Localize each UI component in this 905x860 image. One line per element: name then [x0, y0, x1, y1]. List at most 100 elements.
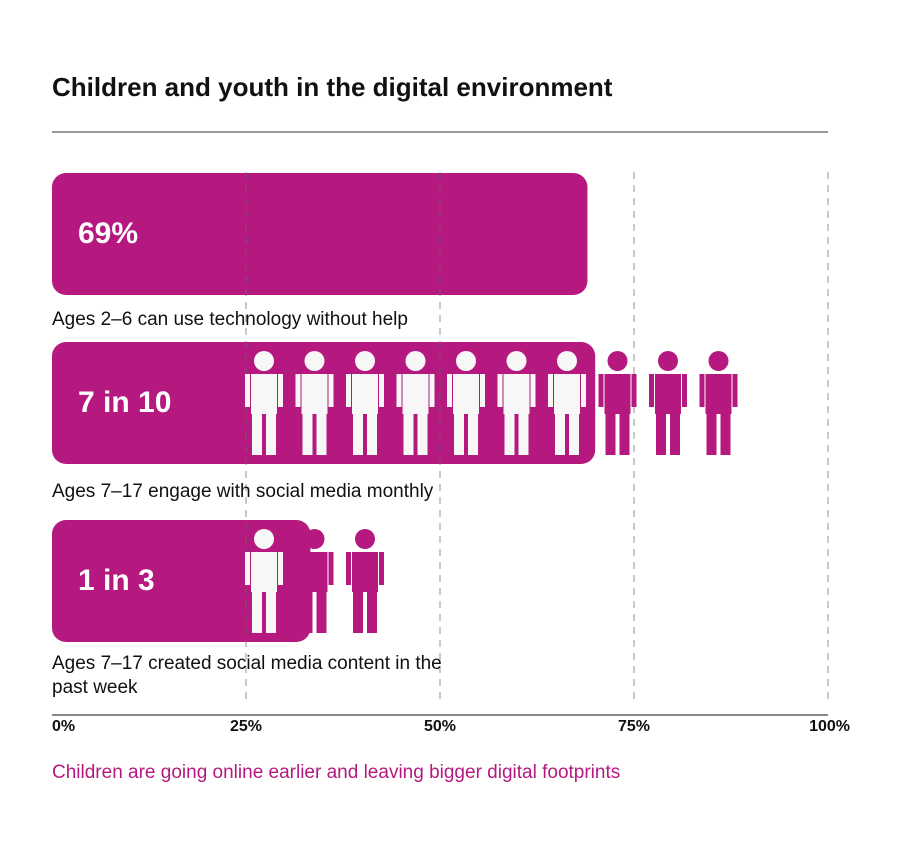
icon-head: [405, 351, 426, 371]
icon-leg: [266, 411, 276, 455]
icon-torso: [453, 374, 479, 414]
icon-torso: [251, 374, 277, 414]
category-label: Ages 7–17 engage with social media month…: [52, 481, 434, 502]
person-icon: [346, 529, 384, 633]
footnote: Children are going online earlier and le…: [52, 762, 620, 783]
icon-arm: [278, 552, 283, 585]
person-icon: [245, 529, 283, 633]
icon-arm: [649, 374, 654, 407]
icon-torso: [655, 374, 681, 414]
icon-leg: [720, 411, 731, 455]
icon-arm: [379, 374, 384, 407]
icon-head: [456, 351, 476, 371]
icon-leg: [706, 411, 717, 455]
icon-leg: [316, 589, 327, 633]
person-icon: [447, 351, 485, 455]
icon-leg: [656, 411, 666, 455]
icon-arm: [396, 374, 402, 407]
icon-arm: [429, 374, 435, 407]
icon-arm: [631, 374, 637, 407]
icon-arm: [598, 374, 604, 407]
person-icon: [598, 351, 637, 455]
icon-arm: [278, 374, 283, 407]
icon-torso: [352, 374, 378, 414]
value-label: 7 in 10: [78, 386, 171, 419]
icon-leg: [569, 411, 579, 455]
icon-head: [355, 351, 375, 371]
icon-arm: [346, 552, 351, 585]
icon-torso: [604, 374, 631, 414]
person-icon: [346, 351, 384, 455]
icon-head: [254, 351, 274, 371]
icon-torso: [301, 374, 328, 414]
icon-arm: [548, 374, 553, 407]
icon-arm: [379, 552, 384, 585]
icon-leg: [504, 411, 515, 455]
icon-arm: [530, 374, 536, 407]
icon-leg: [367, 411, 377, 455]
icon-torso: [554, 374, 580, 414]
icon-leg: [367, 589, 377, 633]
icon-leg: [302, 411, 313, 455]
icon-leg: [353, 411, 363, 455]
icon-arm: [328, 552, 334, 585]
icon-leg: [670, 411, 680, 455]
icon-torso: [301, 552, 328, 592]
person-icon: [649, 351, 687, 455]
x-tick-label: 50%: [424, 718, 456, 735]
icon-leg: [454, 411, 464, 455]
icon-head: [304, 529, 325, 549]
person-icon: [396, 351, 435, 455]
value-label: 1 in 3: [78, 564, 155, 597]
icon-leg: [252, 411, 262, 455]
icon-arm: [295, 552, 301, 585]
icon-leg: [302, 589, 313, 633]
icon-head: [304, 351, 325, 371]
x-tick-label: 75%: [618, 718, 650, 735]
icon-leg: [619, 411, 630, 455]
person-icon: [245, 351, 283, 455]
icon-head: [557, 351, 577, 371]
icon-arm: [682, 374, 687, 407]
person-icon: [295, 351, 334, 455]
icon-arm: [480, 374, 485, 407]
icon-torso: [352, 552, 378, 592]
icon-leg: [403, 411, 414, 455]
chart-title: Children and youth in the digital enviro…: [52, 72, 613, 102]
icon-head: [607, 351, 628, 371]
icon-arm: [699, 374, 705, 407]
icon-arm: [447, 374, 452, 407]
value-label: 69%: [78, 217, 138, 250]
icon-head: [254, 529, 274, 549]
icon-torso: [402, 374, 429, 414]
icon-arm: [581, 374, 586, 407]
x-tick-label: 100%: [809, 718, 850, 735]
icon-leg: [555, 411, 565, 455]
icon-arm: [295, 374, 301, 407]
icon-leg: [417, 411, 428, 455]
icon-leg: [468, 411, 478, 455]
icon-leg: [266, 589, 276, 633]
person-icon: [699, 351, 738, 455]
icon-arm: [497, 374, 503, 407]
icon-torso: [705, 374, 732, 414]
icon-leg: [605, 411, 616, 455]
icon-arm: [346, 374, 351, 407]
icon-arm: [245, 374, 250, 407]
icon-torso: [503, 374, 530, 414]
icon-leg: [518, 411, 529, 455]
icon-head: [355, 529, 375, 549]
icon-leg: [252, 589, 262, 633]
x-tick-label: 25%: [230, 718, 262, 735]
person-icon: [295, 529, 334, 633]
icon-arm: [245, 552, 250, 585]
category-label: Ages 2–6 can use technology without help: [52, 309, 408, 330]
icon-leg: [353, 589, 363, 633]
person-icon: [497, 351, 536, 455]
icon-arm: [732, 374, 738, 407]
icon-head: [708, 351, 729, 371]
x-tick-label: 0%: [52, 718, 75, 735]
icon-arm: [328, 374, 334, 407]
